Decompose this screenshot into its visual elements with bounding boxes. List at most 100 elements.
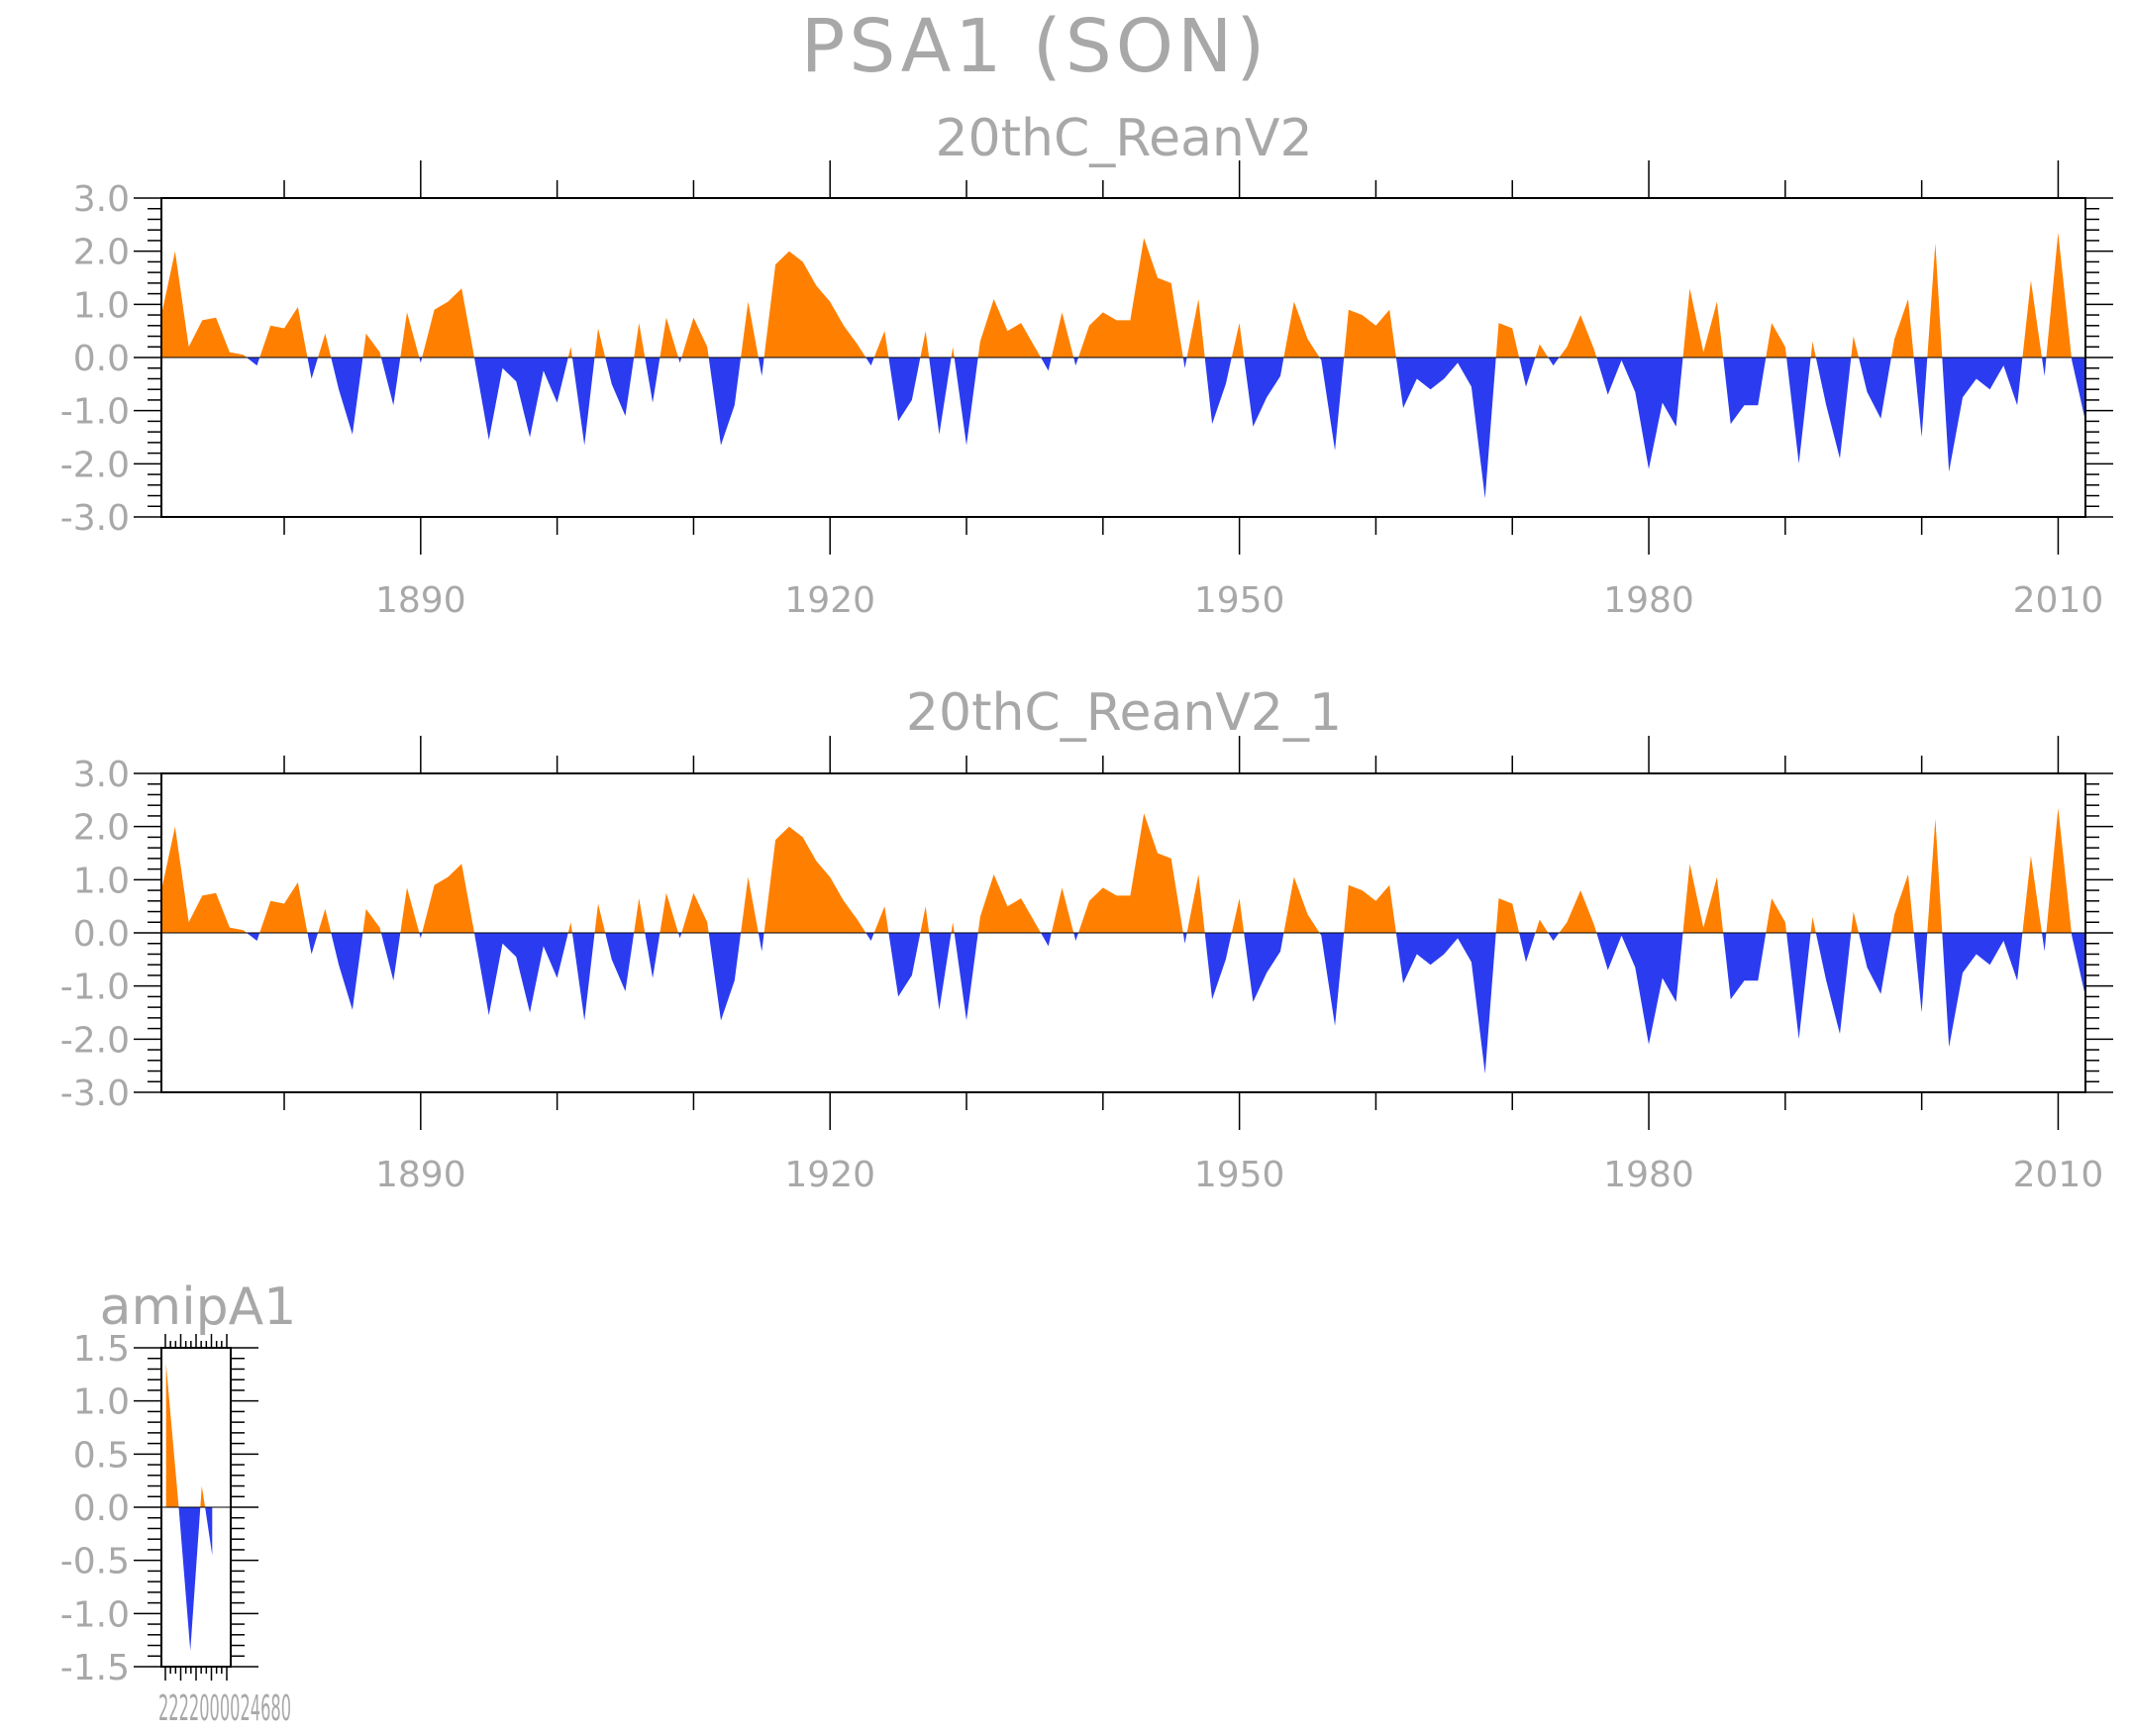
y-tick-label: -1.5 xyxy=(60,1648,130,1688)
negative-area-47 xyxy=(1519,357,1536,387)
x-tick-label: 2010 xyxy=(2013,580,2104,621)
negative-area-61 xyxy=(1913,933,1928,1013)
negative-area-35 xyxy=(1073,357,1078,366)
negative-area-19 xyxy=(678,357,682,363)
negative-area-3 xyxy=(307,357,319,379)
positive-area-40 xyxy=(1231,898,1245,933)
negative-area-13 xyxy=(571,933,595,1021)
y-tick-label: -1.0 xyxy=(60,968,130,1008)
negative-area-39 xyxy=(1204,357,1232,425)
positive-area-8 xyxy=(400,887,420,933)
positive-area-34 xyxy=(1051,887,1074,933)
positive-area-58 xyxy=(1851,911,1859,933)
negative-area-63 xyxy=(1942,933,2023,1048)
negative-area-47 xyxy=(1519,933,1536,963)
positive-area-14 xyxy=(594,328,606,357)
positive-area-52 xyxy=(1682,864,1724,933)
x-tick-label: 1980 xyxy=(1603,1155,1694,1195)
x-tick-labels-overlapping: 2222000024680 xyxy=(158,1688,291,1729)
negative-area-29 xyxy=(929,933,952,1010)
y-tick-label: 0.0 xyxy=(73,339,130,379)
positive-area-10 xyxy=(422,864,474,933)
negative-area-19 xyxy=(678,933,682,939)
negative-area-7 xyxy=(380,357,401,406)
positive-area-6 xyxy=(362,333,381,357)
y-tick-label: 0.5 xyxy=(73,1435,130,1476)
positive-area-20 xyxy=(681,892,709,933)
positive-area-30 xyxy=(951,922,955,933)
negative-area-5 xyxy=(331,933,363,1010)
negative-area-3 xyxy=(205,1507,213,1556)
y-tick-label: 2.0 xyxy=(73,808,130,849)
negative-area-43 xyxy=(1319,357,1345,451)
negative-area-61 xyxy=(1913,357,1928,438)
y-tick-label: -3.0 xyxy=(60,1073,130,1114)
positive-area-28 xyxy=(920,331,930,357)
positive-area-46 xyxy=(1495,323,1520,357)
negative-area-65 xyxy=(2042,933,2047,952)
negative-area-31 xyxy=(954,933,978,1021)
y-tick-label: 2.0 xyxy=(73,233,130,273)
y-tick-label: -2.0 xyxy=(60,445,130,485)
positive-area-34 xyxy=(1051,312,1074,357)
y-tick-label: 3.0 xyxy=(73,179,130,220)
y-tick-label: 0.0 xyxy=(73,914,130,955)
positive-area-0 xyxy=(165,1364,179,1507)
negative-area-43 xyxy=(1319,933,1345,1026)
positive-area-18 xyxy=(660,892,678,933)
positive-area-0 xyxy=(161,251,248,357)
positive-area-58 xyxy=(1851,336,1859,357)
negative-area-53 xyxy=(1723,357,1767,425)
positive-area-62 xyxy=(1927,818,1943,933)
positive-area-20 xyxy=(681,317,709,357)
negative-area-37 xyxy=(1182,357,1187,368)
negative-area-23 xyxy=(758,933,764,952)
x-tick-label: 1920 xyxy=(784,1155,875,1195)
positive-area-16 xyxy=(634,898,646,933)
positive-area-48 xyxy=(1535,919,1549,933)
panel-amipa1: amipA1 -1.5 -1.0 -0.5 0.0 0.5 1.0 1.5 22220000… xyxy=(60,1277,297,1729)
panel-20thc-reanv2-1: 20thC_ReanV2_1 -3.0 -2.0 -1.0 0.0 1.0 2.0 3.0 1… xyxy=(60,683,2113,1195)
plot-frame xyxy=(160,1347,232,1668)
positive-area-32 xyxy=(977,299,1042,357)
y-tick-label: 1.0 xyxy=(73,1382,130,1423)
negative-area-13 xyxy=(571,357,595,446)
positive-area-42 xyxy=(1283,301,1320,357)
negative-area-41 xyxy=(1244,933,1284,1002)
plot-frame xyxy=(160,772,2086,1093)
negative-area-45 xyxy=(1395,933,1496,1074)
positive-area-64 xyxy=(2022,280,2042,357)
positive-area-60 xyxy=(1890,874,1914,933)
positive-area-50 xyxy=(1559,315,1597,357)
y-tick-label: -0.5 xyxy=(60,1542,130,1583)
y-tick-label: -3.0 xyxy=(60,498,130,539)
positive-area-16 xyxy=(634,323,646,357)
negative-area-57 xyxy=(1815,357,1852,459)
y-tick-label: 1.5 xyxy=(73,1329,130,1370)
negative-area-31 xyxy=(954,357,978,446)
positive-area-52 xyxy=(1682,288,1724,357)
positive-area-12 xyxy=(567,347,572,357)
negative-area-33 xyxy=(1041,357,1052,371)
positive-area-56 xyxy=(1810,341,1816,357)
positive-area-46 xyxy=(1495,898,1520,933)
negative-area-5 xyxy=(331,357,363,435)
positive-area-12 xyxy=(567,922,572,933)
positive-area-6 xyxy=(362,908,381,933)
negative-area-7 xyxy=(380,933,401,981)
negative-area-65 xyxy=(2042,357,2047,376)
positive-area-38 xyxy=(1186,299,1205,357)
negative-area-15 xyxy=(605,357,635,416)
positive-area-32 xyxy=(977,874,1042,933)
negative-area-21 xyxy=(708,357,742,446)
positive-area-66 xyxy=(2046,232,2072,357)
negative-area-53 xyxy=(1723,933,1767,1000)
x-tick-label: 1890 xyxy=(375,580,466,621)
positive-area-42 xyxy=(1283,876,1320,933)
positive-area-64 xyxy=(2022,856,2042,933)
positive-area-4 xyxy=(318,908,332,933)
y-tick-label: 1.0 xyxy=(73,285,130,326)
negative-area-23 xyxy=(758,357,764,376)
negative-area-39 xyxy=(1204,933,1232,1000)
